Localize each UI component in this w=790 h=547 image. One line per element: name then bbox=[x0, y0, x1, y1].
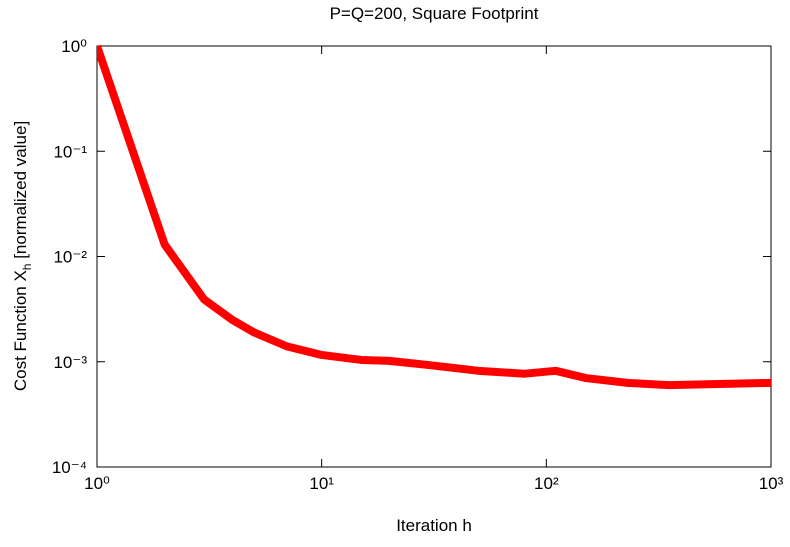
y-tick-label: 10⁻³ bbox=[53, 353, 87, 372]
x-tick-label: 10² bbox=[534, 474, 559, 493]
y-tick-label: 10⁻⁴ bbox=[52, 458, 87, 477]
y-tick-label: 10⁰ bbox=[61, 37, 87, 56]
x-tick-label: 10³ bbox=[759, 474, 784, 493]
data-line bbox=[97, 44, 771, 390]
y-tick-label: 10⁻² bbox=[53, 248, 87, 267]
x-tick-label: 10⁰ bbox=[84, 474, 110, 493]
y-tick-label: 10⁻¹ bbox=[53, 142, 87, 161]
x-axis-label: Iteration h bbox=[396, 516, 472, 535]
plot-frame bbox=[96, 45, 772, 468]
x-tick-label: 10¹ bbox=[309, 474, 334, 493]
y-axis-label: Cost Function Xh [normalized value] bbox=[11, 121, 34, 391]
chart-title: P=Q=200, Square Footprint bbox=[330, 4, 539, 23]
